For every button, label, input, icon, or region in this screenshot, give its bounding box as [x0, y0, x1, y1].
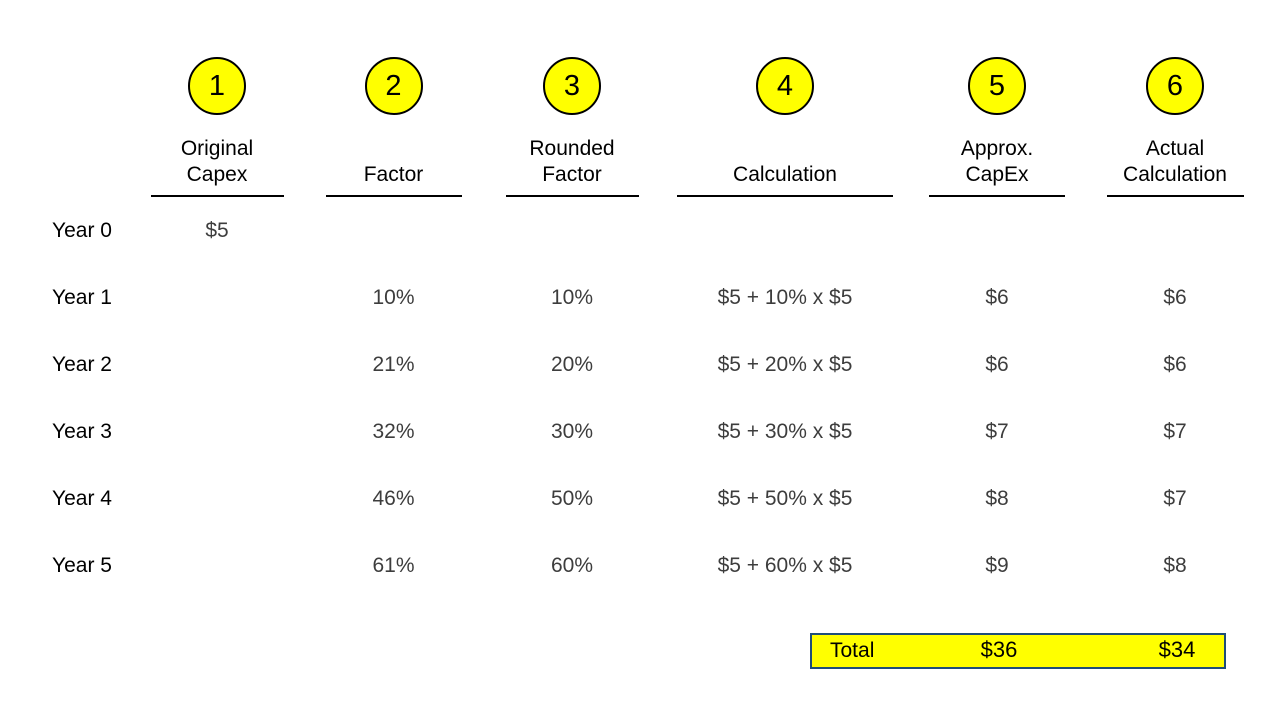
column-header-rounded-factor: Rounded Factor	[482, 119, 662, 197]
header-underline	[1106, 195, 1244, 197]
column-header-original-capex: Original Capex	[129, 119, 305, 197]
step-number-5: 5	[968, 57, 1026, 115]
cell-year4-calculation: $5 + 50% x $5	[717, 486, 853, 510]
cell-year0-rounded-factor	[482, 197, 662, 264]
cell-year1-calculation: $5 + 10% x $5	[717, 285, 853, 309]
cell-year1-approx-capex: $6	[985, 285, 1009, 309]
row-label-year-2: Year 2	[52, 352, 112, 376]
step-badge-1: 1	[129, 57, 305, 119]
cell-year2-rounded-factor: 20%	[550, 352, 594, 376]
column-header-actual-calculation: Actual Calculation	[1086, 119, 1264, 197]
row-label-year-5: Year 5	[52, 553, 112, 577]
row-label-year-0: Year 0	[52, 218, 112, 242]
step-number-4: 4	[756, 57, 814, 115]
cell-year2-actual-calculation: $6	[1163, 352, 1187, 376]
step-number-1: 1	[188, 57, 246, 115]
cell-year0-calculation	[662, 197, 908, 264]
step-badge-3: 3	[482, 57, 662, 119]
spacer	[52, 57, 129, 119]
cell-year2-original-capex	[129, 331, 305, 398]
cell-year2-approx-capex: $6	[985, 352, 1009, 376]
column-header-line1: Calculation	[733, 163, 837, 186]
header-underline	[677, 195, 893, 197]
header-underline	[505, 195, 639, 197]
step-badge-5: 5	[908, 57, 1086, 119]
cell-year5-original-capex	[129, 532, 305, 599]
cell-year2-factor: 21%	[372, 352, 415, 376]
step-number-2: 2	[364, 57, 423, 115]
cell-year4-approx-capex: $8	[985, 486, 1009, 510]
row-label-year-3: Year 3	[52, 419, 112, 443]
row-label-year-1: Year 1	[52, 285, 112, 309]
step-number-3: 3	[543, 57, 601, 115]
cell-year0-original-capex: $5	[205, 218, 229, 242]
column-header-line1: Actual	[1145, 137, 1205, 160]
column-header-line1: Factor	[363, 163, 424, 186]
cell-year0-factor	[305, 197, 482, 264]
cell-year5-rounded-factor: 60%	[550, 553, 594, 577]
cell-year3-factor: 32%	[372, 419, 415, 443]
column-header-factor: Factor	[305, 119, 482, 197]
header-underline	[929, 195, 1065, 197]
cell-year1-rounded-factor: 10%	[550, 285, 594, 309]
total-approx-capex: $36	[980, 636, 1018, 662]
cell-year4-factor: 46%	[372, 486, 415, 510]
total-bar: Total $36 $34	[810, 633, 1226, 669]
column-header-calculation: Calculation	[662, 119, 908, 197]
header-underline	[325, 195, 462, 197]
row-label-year-4: Year 4	[52, 486, 112, 510]
cell-year5-factor: 61%	[372, 553, 415, 577]
step-number-6: 6	[1146, 57, 1204, 115]
total-actual-calculation: $34	[1158, 636, 1196, 662]
header-underline	[150, 195, 284, 197]
column-header-line1: Approx.	[960, 137, 1034, 160]
cell-year3-original-capex	[129, 398, 305, 465]
total-label: Total	[830, 639, 875, 662]
cell-year5-actual-calculation: $8	[1163, 553, 1187, 577]
cell-year0-actual-calculation	[1086, 197, 1264, 264]
cell-year4-original-capex	[129, 465, 305, 532]
column-header-line2: Factor	[542, 163, 602, 186]
column-header-line1: Original	[180, 137, 254, 160]
cell-year3-calculation: $5 + 30% x $5	[717, 419, 853, 443]
step-badge-2: 2	[305, 57, 482, 119]
step-badge-6: 6	[1086, 57, 1264, 119]
step-badge-4: 4	[662, 57, 908, 119]
cell-year4-rounded-factor: 50%	[550, 486, 594, 510]
cell-year2-calculation: $5 + 20% x $5	[717, 352, 853, 376]
cell-year1-factor: 10%	[372, 285, 415, 309]
cell-year3-approx-capex: $7	[985, 419, 1009, 443]
cell-year1-original-capex	[129, 264, 305, 331]
column-header-approx-capex: Approx. CapEx	[908, 119, 1086, 197]
cell-year3-rounded-factor: 30%	[550, 419, 594, 443]
column-header-line1: Rounded	[529, 137, 615, 160]
spacer	[52, 119, 129, 197]
cell-year4-actual-calculation: $7	[1163, 486, 1187, 510]
cell-year5-approx-capex: $9	[985, 553, 1009, 577]
column-header-line2: Capex	[186, 163, 248, 186]
capex-table: 1 2 3 4 5 6 Original Capex Factor Rounde…	[52, 57, 1264, 599]
cell-year1-actual-calculation: $6	[1163, 285, 1187, 309]
cell-year5-calculation: $5 + 60% x $5	[717, 553, 853, 577]
cell-year0-approx-capex	[908, 197, 1086, 264]
column-header-line2: CapEx	[965, 163, 1029, 186]
cell-year3-actual-calculation: $7	[1163, 419, 1187, 443]
column-header-line2: Calculation	[1123, 163, 1227, 186]
